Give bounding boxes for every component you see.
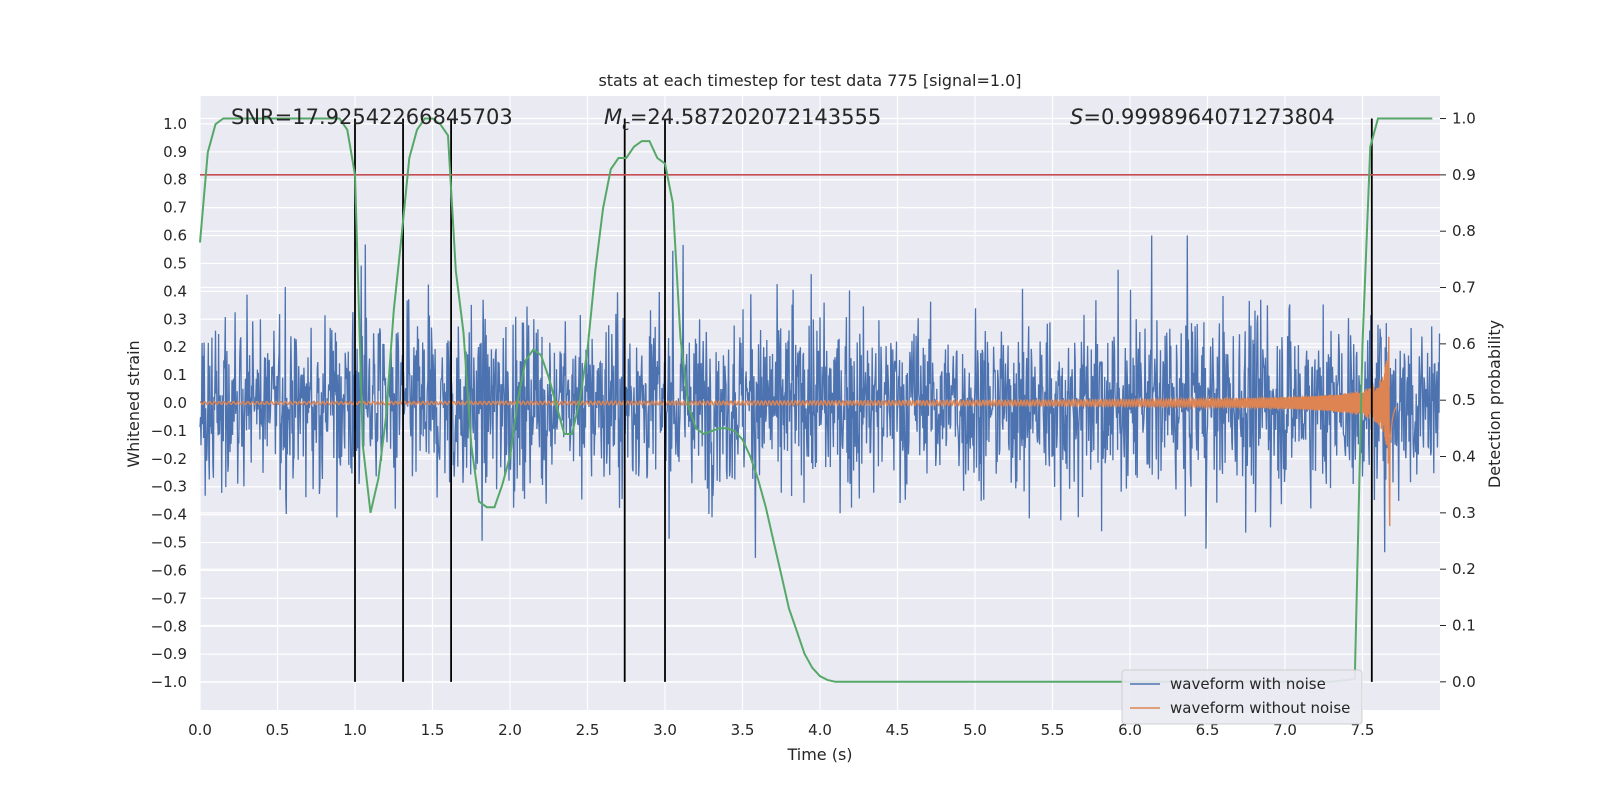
y-left-tick-label: −0.6: [151, 561, 187, 579]
legend-label-clean: waveform without noise: [1170, 699, 1350, 717]
legend-box: [1121, 669, 1363, 725]
y-left-tick-label: −0.1: [151, 422, 187, 440]
y-left-tick-label: −0.9: [151, 645, 187, 663]
y-left-tick-label: 0.1: [163, 366, 187, 384]
y-right-tick-label: 0.3: [1452, 504, 1476, 522]
y-right-tick-label: 0.7: [1452, 279, 1476, 297]
x-tick-label: 1.0: [343, 721, 367, 739]
x-tick-label: 3.5: [731, 721, 755, 739]
x-tick-label: 4.5: [886, 721, 910, 739]
y-left-tick-label: −0.2: [151, 450, 187, 468]
y-right-tick-label: 0.0: [1452, 673, 1476, 691]
significance-value: =0.9998964071273804: [1083, 105, 1334, 129]
x-tick-label: 1.5: [421, 721, 445, 739]
y-right-tick-label: 0.2: [1452, 560, 1476, 578]
y-left-axis-label: Whitened strain: [124, 340, 143, 467]
y-left-tick-label: −1.0: [151, 673, 187, 691]
x-tick-label: 3.0: [653, 721, 677, 739]
x-tick-label: 2.0: [498, 721, 522, 739]
y-left-tick-label: 0.0: [163, 394, 187, 412]
x-tick-label: 5.0: [963, 721, 987, 739]
y-right-tick-label: 0.6: [1452, 335, 1476, 353]
x-tick-label: 6.0: [1118, 721, 1142, 739]
legend-label-noise: waveform with noise: [1170, 675, 1326, 693]
x-axis-ticks: 0.0 0.5 1.0 1.5 2.0 2.5 3.0 3.5 4.0 4.5 5.0 5.5 6.0 6…: [188, 721, 1374, 739]
x-tick-label: 7.0: [1273, 721, 1297, 739]
significance-symbol: S: [1070, 105, 1083, 129]
waveform-with-noise-series: [199, 235, 1441, 558]
chart-title: stats at each timestep for test data 775…: [598, 71, 1021, 90]
y-left-tick-label: 0.6: [163, 227, 187, 245]
waveform-without-noise-line: [199, 336, 1398, 527]
y-right-tick-label: 0.8: [1452, 222, 1476, 240]
y-left-tick-label: 0.9: [163, 143, 187, 161]
y-left-axis-ticks: 1.0 0.9 0.8 0.7 0.6 0.5 0.4 0.3 0.2 0.1 0.0 −0.1 −0.…: [151, 115, 187, 691]
x-tick-label: 7.5: [1351, 721, 1375, 739]
detection-probability-series: [199, 117, 1433, 683]
x-tick-label: 0.0: [188, 721, 212, 739]
chirp-mass-value: =24.587202072143555: [630, 105, 881, 129]
y-left-tick-label: −0.3: [151, 478, 187, 496]
significance-annotation: S=0.9998964071273804: [1070, 105, 1335, 129]
y-right-axis-ticks: 1.0 0.9 0.8 0.7 0.6 0.5 0.4 0.3 0.2 0.1 0.0: [1440, 110, 1476, 691]
chirp-mass-symbol: M: [604, 105, 622, 129]
detection-probability-line: [199, 117, 1433, 683]
y-left-tick-label: −0.7: [151, 589, 187, 607]
y-right-tick-label: 0.1: [1452, 617, 1476, 635]
y-left-tick-label: 0.8: [163, 171, 187, 189]
y-left-tick-label: −0.8: [151, 617, 187, 635]
x-tick-label: 0.5: [266, 721, 290, 739]
y-left-tick-label: 0.5: [163, 254, 187, 272]
y-left-tick-label: −0.4: [151, 506, 187, 524]
waveform-with-noise-line: [199, 235, 1441, 558]
y-right-tick-label: 0.5: [1452, 391, 1476, 409]
y-right-tick-label: 0.9: [1452, 166, 1476, 184]
y-left-tick-label: 0.3: [163, 310, 187, 328]
x-tick-label: 4.0: [808, 721, 832, 739]
y-right-tick-label: 1.0: [1452, 110, 1476, 128]
y-right-tick-label: 0.4: [1452, 448, 1476, 466]
waveform-without-noise-series: [199, 336, 1398, 527]
x-tick-label: 6.5: [1196, 721, 1220, 739]
y-left-tick-label: 0.7: [163, 199, 187, 217]
y-left-tick-label: 1.0: [163, 115, 187, 133]
x-tick-label: 2.5: [576, 721, 600, 739]
legend: waveform with noise waveform without noi…: [1121, 669, 1363, 725]
x-tick-label: 5.5: [1041, 721, 1065, 739]
snr-annotation: SNR=17.92542266845703: [231, 105, 513, 129]
y-right-axis-label: Detection probability: [1485, 320, 1504, 488]
chirp-mass-annotation: Mc=24.587202072143555: [604, 105, 881, 134]
y-left-tick-label: 0.2: [163, 338, 187, 356]
y-left-tick-label: −0.5: [151, 534, 187, 552]
x-axis-label: Time (s): [786, 745, 852, 764]
y-left-tick-label: 0.4: [163, 282, 187, 300]
chirp-mass-subscript: c: [622, 118, 630, 134]
